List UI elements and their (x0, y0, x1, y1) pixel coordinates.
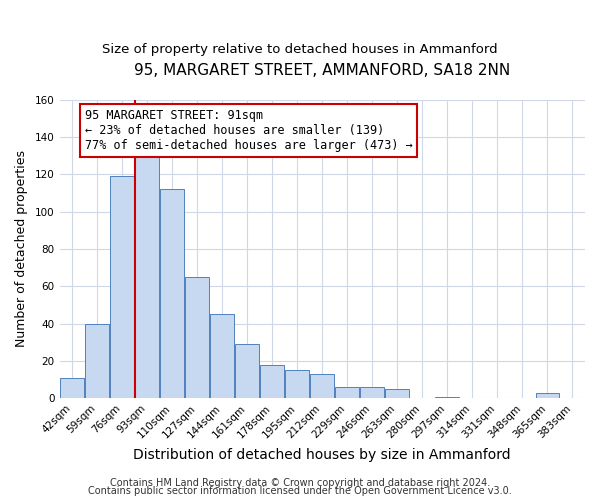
Text: Contains public sector information licensed under the Open Government Licence v3: Contains public sector information licen… (88, 486, 512, 496)
Bar (85, 324, 109, 398)
Bar (135, 152, 159, 398)
Bar (211, 314, 234, 398)
Bar (260, 365, 284, 398)
Bar (110, 176, 134, 398)
Bar (235, 344, 259, 399)
Bar (160, 189, 184, 398)
Y-axis label: Number of detached properties: Number of detached properties (15, 150, 28, 348)
Text: Size of property relative to detached houses in Ammanford: Size of property relative to detached ho… (102, 42, 498, 56)
Bar (536, 393, 559, 398)
Text: 95 MARGARET STREET: 91sqm
← 23% of detached houses are smaller (139)
77% of semi: 95 MARGARET STREET: 91sqm ← 23% of detac… (85, 109, 412, 152)
X-axis label: Distribution of detached houses by size in Ammanford: Distribution of detached houses by size … (133, 448, 511, 462)
Bar (185, 277, 209, 398)
Bar (310, 374, 334, 398)
Bar (60, 378, 84, 398)
Bar (361, 387, 384, 398)
Text: Contains HM Land Registry data © Crown copyright and database right 2024.: Contains HM Land Registry data © Crown c… (110, 478, 490, 488)
Bar (286, 370, 309, 398)
Bar (385, 389, 409, 398)
Bar (335, 387, 359, 398)
Title: 95, MARGARET STREET, AMMANFORD, SA18 2NN: 95, MARGARET STREET, AMMANFORD, SA18 2NN (134, 62, 511, 78)
Bar (436, 396, 459, 398)
